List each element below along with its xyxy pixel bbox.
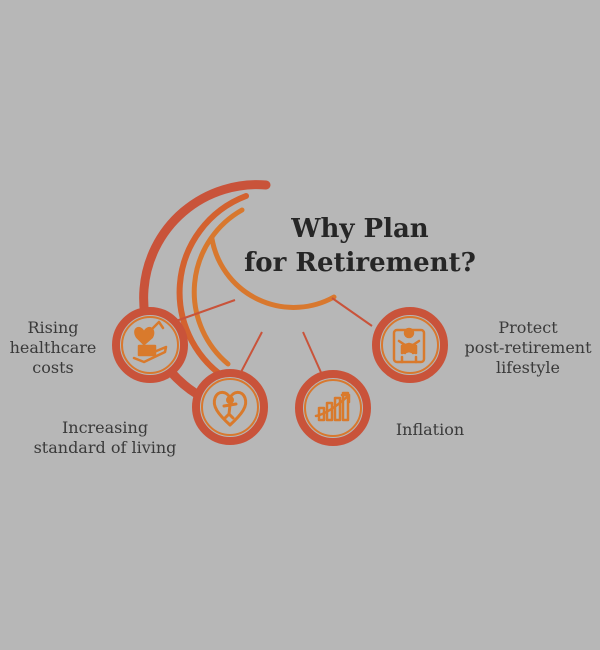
healthcare-hand-heart-icon xyxy=(132,320,168,364)
diagram-title: Why Plan for Retirement? xyxy=(240,212,480,280)
label-inflation: Inflation xyxy=(382,420,478,440)
label-healthcare-line-2: healthcare xyxy=(9,338,97,357)
title-line-1: Why Plan xyxy=(291,214,429,244)
connector-protect xyxy=(331,297,373,327)
central-arc-2 xyxy=(176,193,249,385)
label-healthcare-line-3: costs xyxy=(32,358,74,377)
elderly-reading-icon xyxy=(392,327,426,364)
label-protect: Protect post-retirement lifestyle xyxy=(460,318,596,378)
label-protect-line-2: post-retirement xyxy=(464,338,592,357)
rising-bar-chart-icon xyxy=(314,391,351,422)
connector-lines xyxy=(175,297,373,378)
label-protect-line-3: lifestyle xyxy=(496,358,560,377)
label-living: Increasing standard of living xyxy=(28,418,182,458)
label-protect-line-1: Protect xyxy=(498,318,558,337)
connector-healthcare xyxy=(175,299,236,322)
label-healthcare: Rising healthcare costs xyxy=(0,318,106,378)
label-living-line-2: standard of living xyxy=(33,438,177,457)
label-healthcare-line-1: Rising xyxy=(27,318,79,337)
label-inflation-line-1: Inflation xyxy=(395,420,465,439)
connector-inflation xyxy=(302,331,324,378)
title-line-2: for Retirement? xyxy=(244,248,476,278)
label-living-line-1: Increasing xyxy=(61,418,149,437)
central-arc-inner xyxy=(209,236,337,310)
central-arc-3 xyxy=(191,207,245,367)
connector-living xyxy=(239,331,263,375)
heart-person-icon xyxy=(212,390,248,427)
